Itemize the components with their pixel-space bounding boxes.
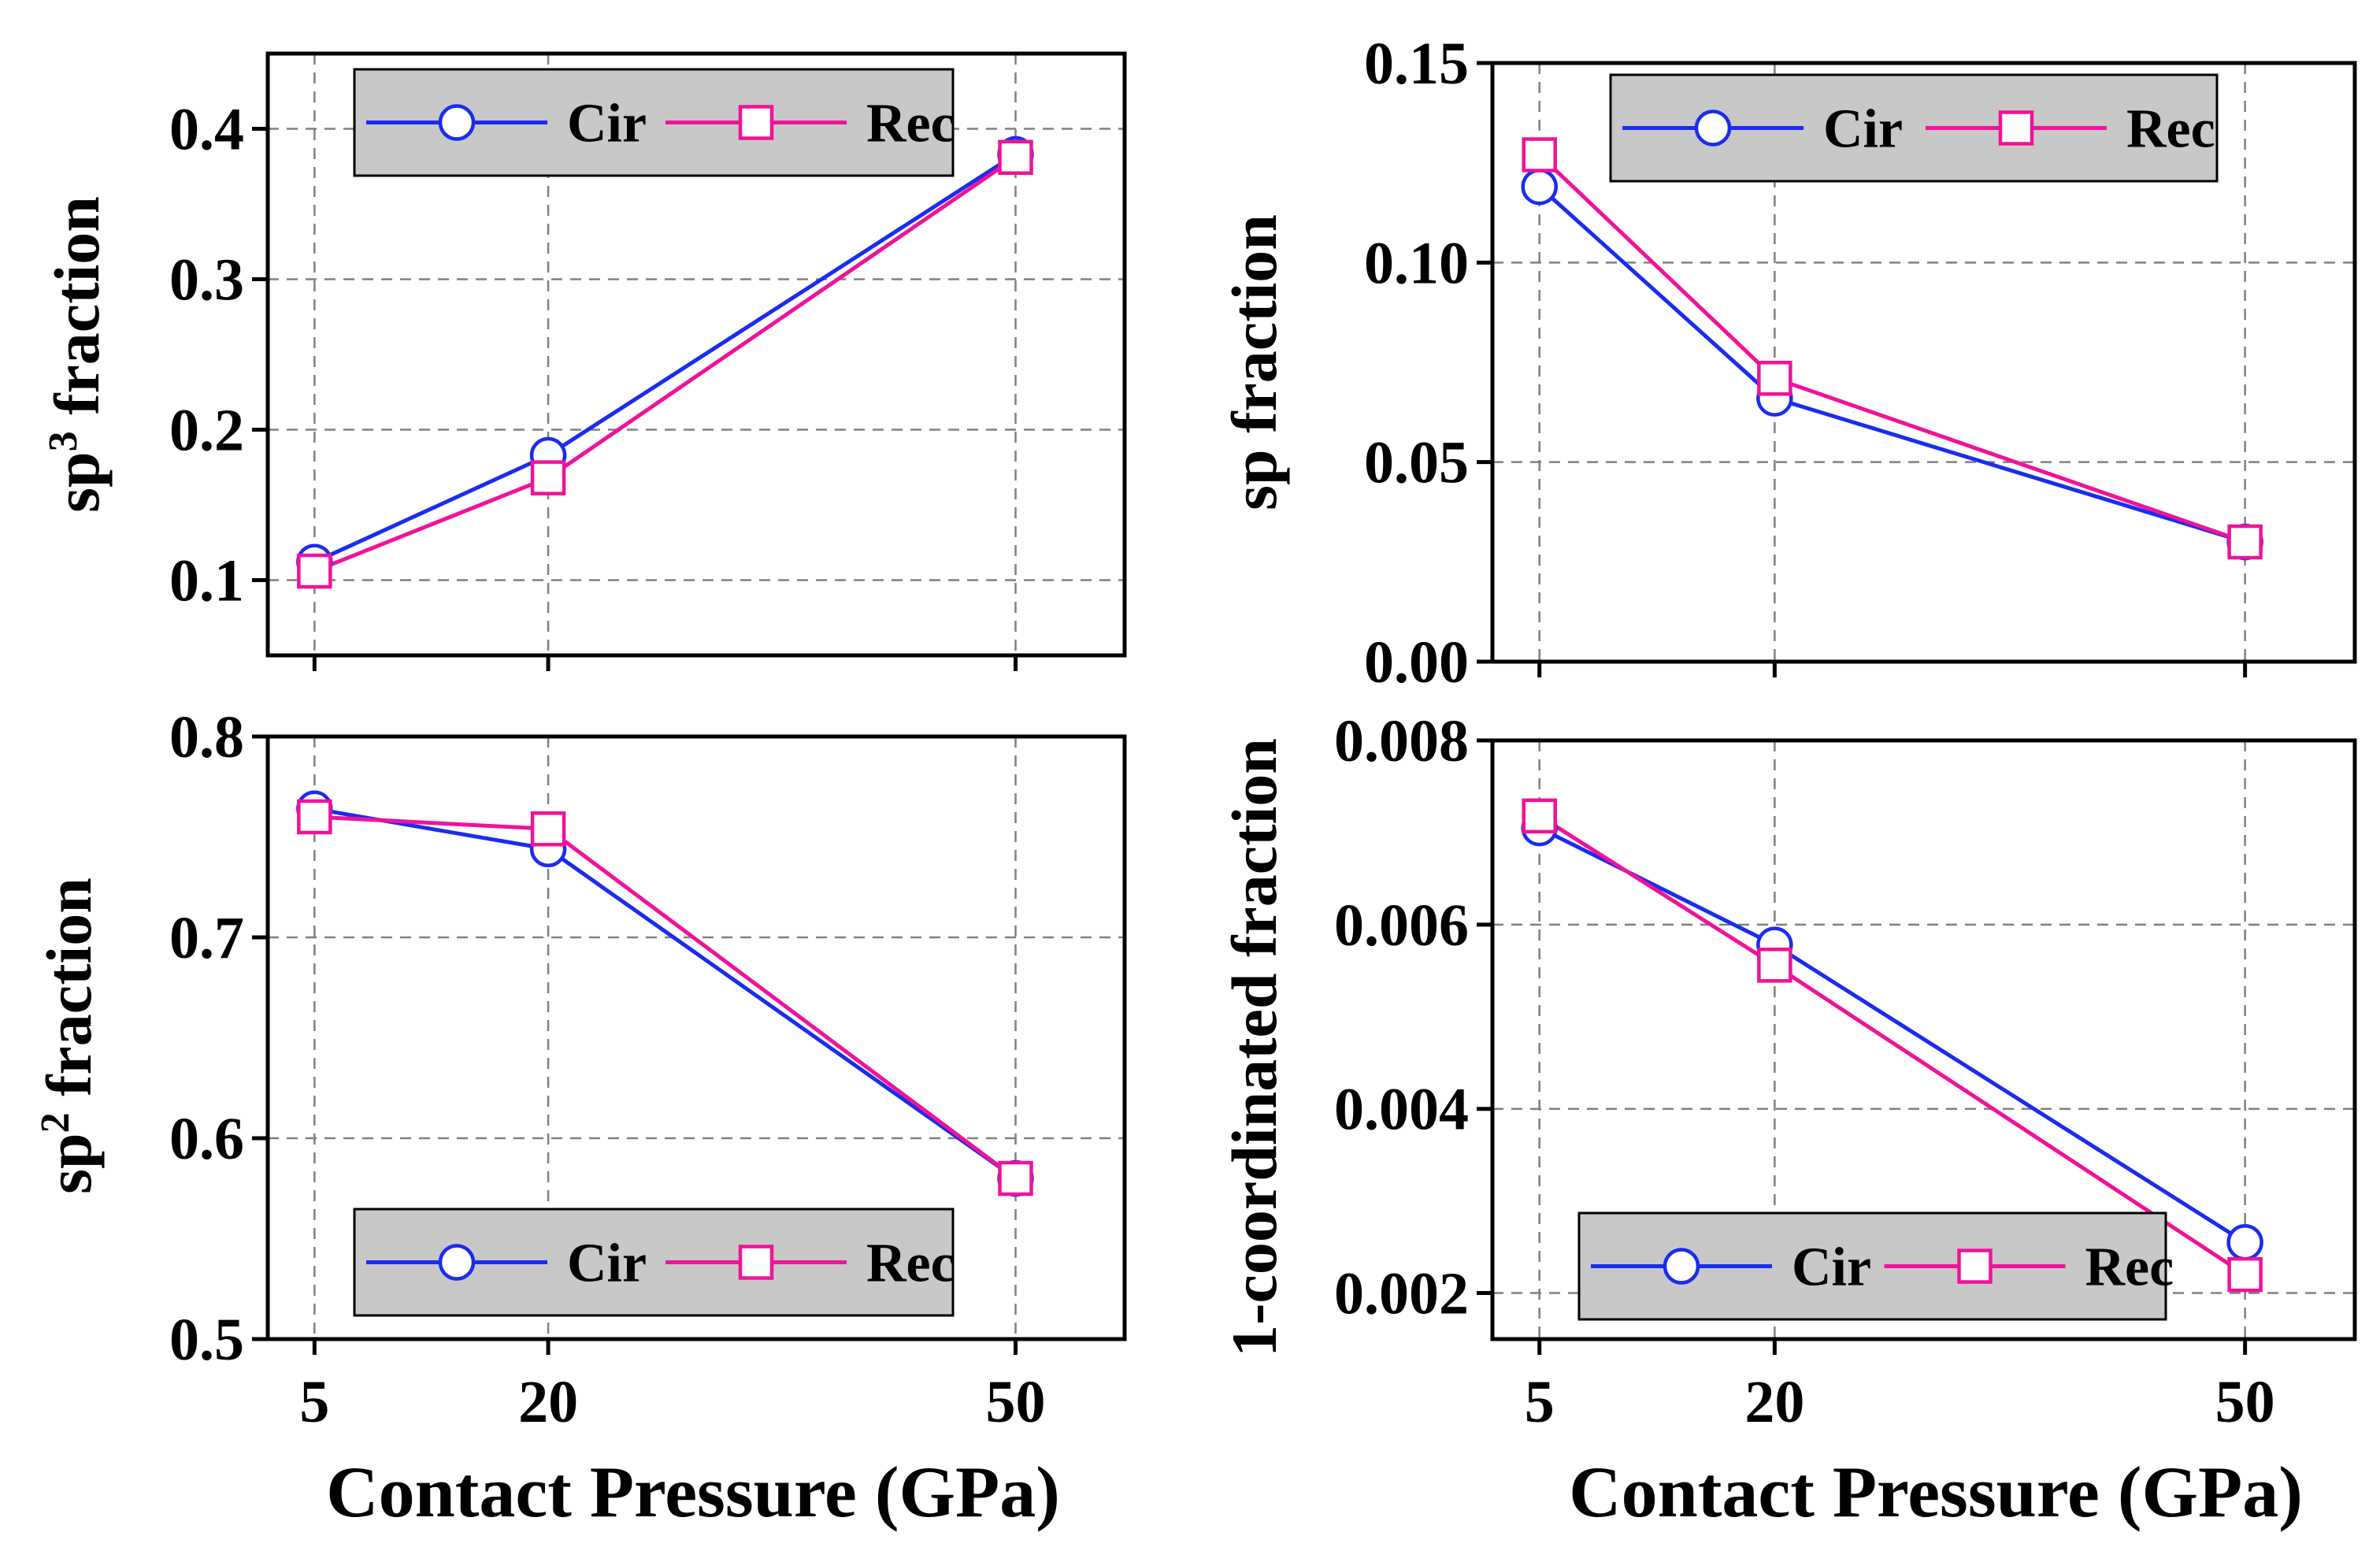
y-tick-label: 0.5 bbox=[169, 1307, 244, 1373]
y-tick-label: 0.002 bbox=[1334, 1261, 1469, 1327]
y-tick-label: 0.004 bbox=[1334, 1077, 1469, 1143]
x-tick-label: 20 bbox=[518, 1369, 578, 1435]
series-line-cir bbox=[313, 152, 1017, 564]
legend-marker-cir bbox=[438, 1244, 476, 1281]
y-tick-label: 0.006 bbox=[1334, 892, 1469, 959]
marker-rec bbox=[998, 139, 1033, 176]
y-tick-label: 0.00 bbox=[1364, 629, 1469, 696]
legend-label-cir: Cir bbox=[1792, 1237, 1871, 1298]
legend-marker-rec bbox=[1998, 110, 2034, 146]
plot-frame bbox=[265, 51, 1127, 658]
y-tick-label: 0.4 bbox=[169, 97, 244, 163]
x-tick-label: 5 bbox=[1525, 1369, 1555, 1435]
marker-rec bbox=[1757, 361, 1792, 396]
legend-label-cir: Cir bbox=[1823, 99, 1903, 160]
legend-label-rec: Rec bbox=[866, 1234, 955, 1294]
x-tick-label: 50 bbox=[2215, 1369, 2275, 1435]
marker-rec bbox=[1757, 948, 1792, 983]
y-axis-title: sp3 fraction bbox=[41, 196, 113, 513]
legend-label-rec: Rec bbox=[2085, 1237, 2174, 1298]
marker-rec bbox=[2227, 1256, 2263, 1293]
x-tick-label: 20 bbox=[1744, 1369, 1804, 1435]
panel-sp3-fraction: 0.1 0.2 0.3 0.4 sp3 fraction Cir Rec bbox=[41, 51, 1127, 671]
y-tick-label: 0.05 bbox=[1364, 430, 1469, 496]
series-line-rec bbox=[314, 814, 1018, 1181]
x-tick-label: 5 bbox=[299, 1369, 329, 1435]
legend-marker-rec bbox=[738, 1245, 774, 1280]
legend-marker-cir bbox=[438, 104, 476, 141]
series-line-rec bbox=[313, 155, 1017, 573]
marker-cir bbox=[1521, 168, 1558, 206]
legend-label-rec: Rec bbox=[866, 94, 955, 154]
legend-marker-cir bbox=[1694, 109, 1732, 147]
x-axis-title-right: Contact Pressure (GPa) bbox=[1569, 1452, 2303, 1532]
legend-label-cir: Cir bbox=[567, 94, 647, 154]
legend-label-rec: Rec bbox=[2126, 99, 2215, 160]
legend-marker-cir bbox=[1663, 1248, 1700, 1285]
marker-rec bbox=[530, 811, 566, 847]
series-line-rec bbox=[1538, 814, 2247, 1277]
marker-rec bbox=[2227, 524, 2263, 560]
series-line-rec bbox=[1538, 153, 2246, 544]
x-axis-title-left: Contact Pressure (GPa) bbox=[326, 1452, 1060, 1532]
legend-label-cir: Cir bbox=[567, 1234, 647, 1294]
y-tick-label: 0.15 bbox=[1364, 31, 1469, 97]
marker-rec bbox=[530, 460, 566, 495]
panel-1-coordinated-fraction: 0.002 0.004 0.006 0.008 5 20 50 1-coordinated f… bbox=[1218, 708, 2357, 1435]
series-line-cir bbox=[1538, 185, 2246, 544]
plot-frame bbox=[1490, 738, 2357, 1341]
marker-rec bbox=[998, 1160, 1033, 1197]
panel-sp2-fraction: 0.5 0.6 0.7 0.8 5 20 50 sp2 fraction Cir Rec bbox=[33, 704, 1127, 1435]
y-tick-label: 0.8 bbox=[169, 704, 244, 770]
y-tick-label: 0.10 bbox=[1364, 230, 1469, 296]
y-axis-title: 1-coordinated fraction bbox=[1218, 738, 1290, 1357]
marker-rec bbox=[1522, 798, 1557, 834]
y-tick-label: 0.6 bbox=[169, 1106, 244, 1172]
y-tick-label: 0.3 bbox=[169, 247, 244, 314]
y-tick-label: 0.008 bbox=[1334, 708, 1469, 774]
series-line-cir bbox=[313, 807, 1017, 1181]
y-tick-label: 0.2 bbox=[169, 398, 244, 464]
y-tick-label: 0.1 bbox=[169, 548, 244, 614]
panel-sp-fraction: 0.00 0.05 0.10 0.15 sp fraction Cir Rec bbox=[1218, 31, 2357, 696]
marker-rec bbox=[297, 553, 332, 589]
y-axis-title: sp2 fraction bbox=[33, 877, 106, 1194]
plot-frame bbox=[265, 734, 1127, 1341]
series-line-cir bbox=[1538, 826, 2246, 1245]
marker-rec bbox=[1522, 137, 1557, 173]
y-tick-label: 0.7 bbox=[169, 905, 244, 971]
plot-frame bbox=[1490, 61, 2357, 664]
marker-cir bbox=[2226, 1223, 2263, 1261]
x-tick-label: 50 bbox=[986, 1369, 1046, 1435]
legend-marker-rec bbox=[738, 105, 774, 140]
legend-marker-rec bbox=[1957, 1248, 1993, 1284]
y-axis-title: sp fraction bbox=[1218, 214, 1290, 510]
marker-rec bbox=[297, 799, 332, 835]
